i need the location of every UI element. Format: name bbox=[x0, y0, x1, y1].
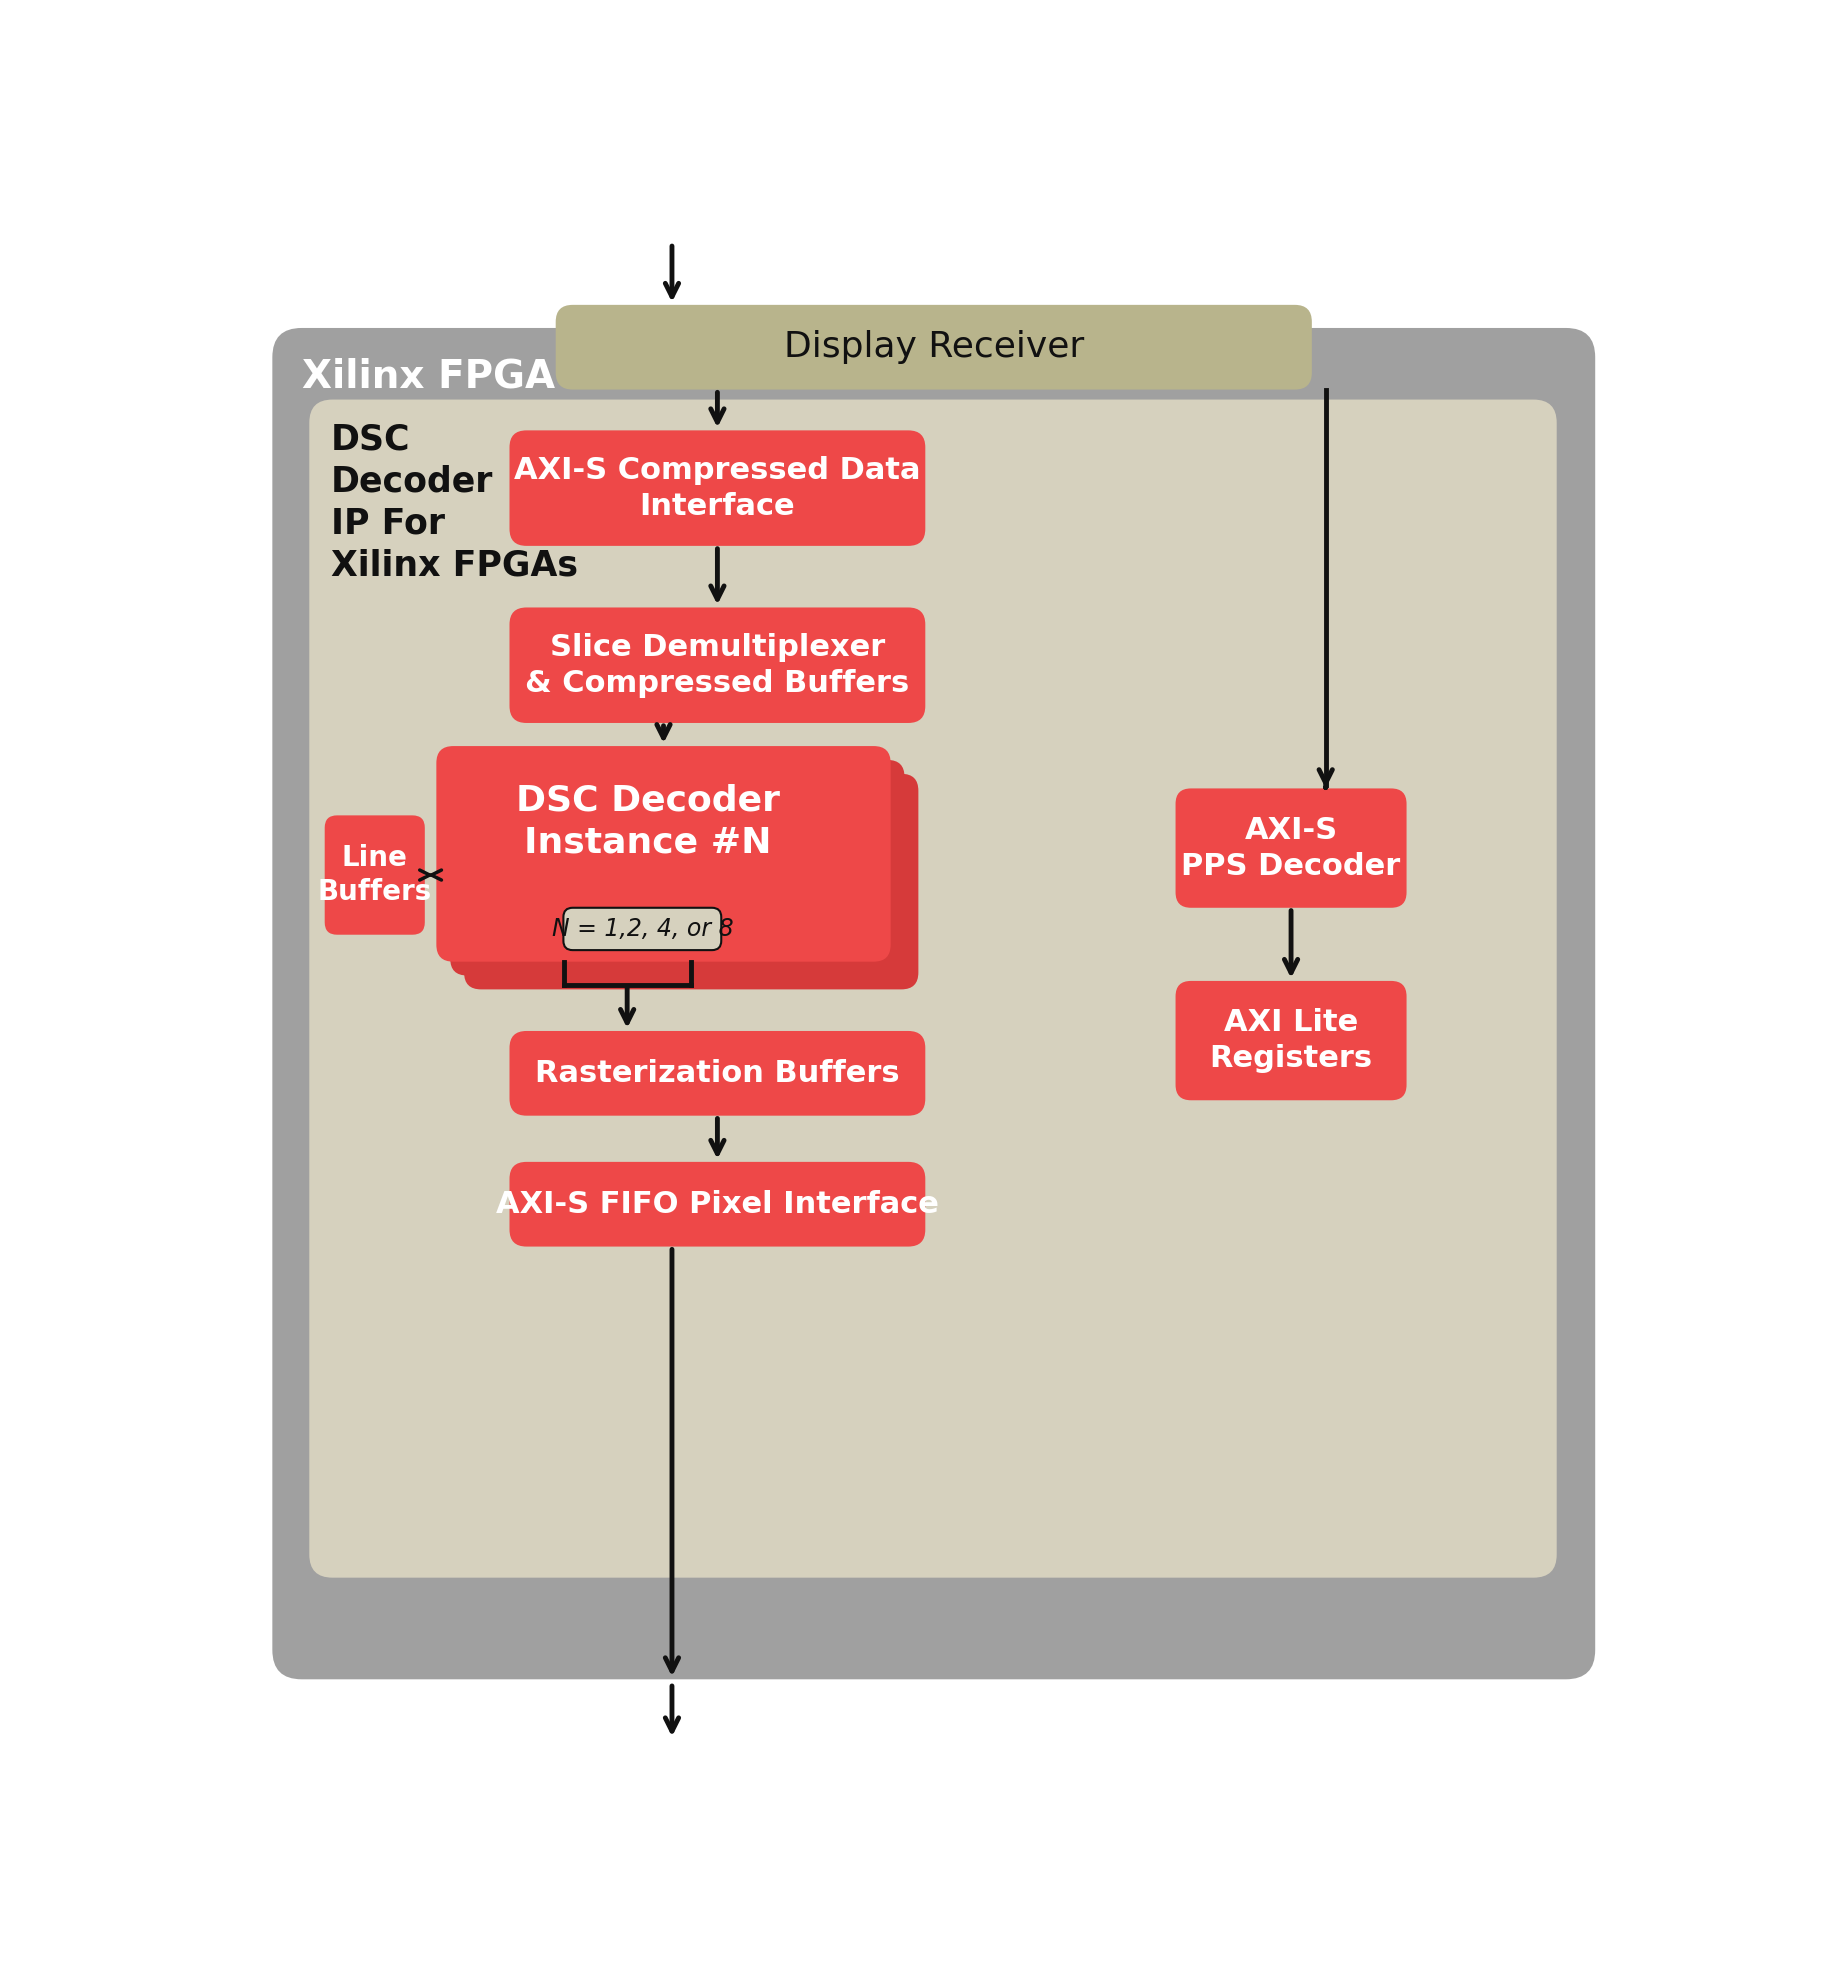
Text: AXI-S FIFO Pixel Interface: AXI-S FIFO Pixel Interface bbox=[496, 1190, 938, 1219]
FancyBboxPatch shape bbox=[435, 746, 891, 962]
FancyBboxPatch shape bbox=[450, 760, 904, 976]
Text: DSC Decoder
Instance #N: DSC Decoder Instance #N bbox=[516, 783, 780, 860]
FancyBboxPatch shape bbox=[1175, 982, 1407, 1101]
FancyBboxPatch shape bbox=[1175, 789, 1407, 907]
FancyBboxPatch shape bbox=[310, 400, 1556, 1578]
FancyBboxPatch shape bbox=[556, 304, 1312, 389]
FancyBboxPatch shape bbox=[324, 815, 425, 934]
Text: Line
Buffers: Line Buffers bbox=[317, 844, 432, 907]
Text: Rasterization Buffers: Rasterization Buffers bbox=[536, 1058, 900, 1088]
Text: Xilinx FPGA: Xilinx FPGA bbox=[302, 357, 554, 395]
FancyBboxPatch shape bbox=[465, 773, 918, 989]
FancyBboxPatch shape bbox=[510, 1031, 926, 1115]
Text: AXI-S Compressed Data
Interface: AXI-S Compressed Data Interface bbox=[514, 455, 920, 520]
Text: AXI Lite
Registers: AXI Lite Registers bbox=[1210, 1009, 1372, 1074]
FancyBboxPatch shape bbox=[510, 1162, 926, 1247]
FancyBboxPatch shape bbox=[271, 328, 1596, 1678]
Text: AXI-S
PPS Decoder: AXI-S PPS Decoder bbox=[1181, 817, 1401, 881]
FancyBboxPatch shape bbox=[510, 607, 926, 722]
FancyBboxPatch shape bbox=[510, 430, 926, 546]
Text: DSC
Decoder
IP For
Xilinx FPGAs: DSC Decoder IP For Xilinx FPGAs bbox=[332, 422, 578, 583]
Text: Slice Demultiplexer
& Compressed Buffers: Slice Demultiplexer & Compressed Buffers bbox=[525, 632, 909, 697]
FancyBboxPatch shape bbox=[563, 907, 722, 950]
Text: N = 1,2, 4, or 8: N = 1,2, 4, or 8 bbox=[552, 917, 732, 940]
Text: Display Receiver: Display Receiver bbox=[783, 330, 1084, 365]
